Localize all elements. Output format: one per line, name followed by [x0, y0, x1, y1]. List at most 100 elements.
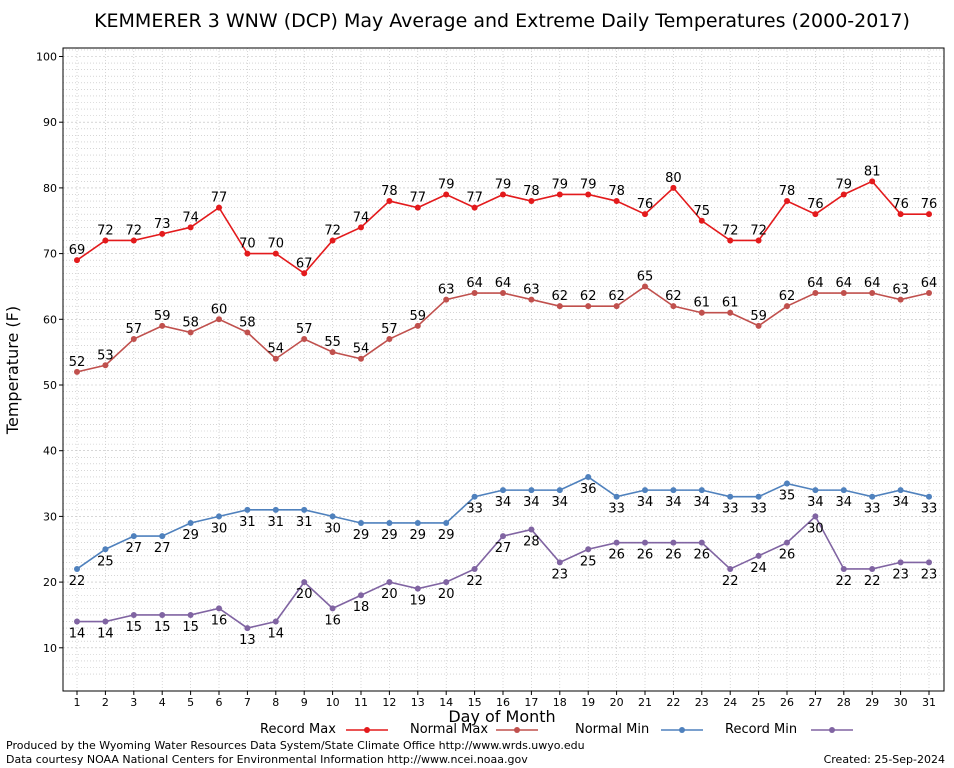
data-point-record-min: [926, 559, 932, 566]
data-point-record-max: [414, 204, 421, 211]
data-point-record-min: [784, 539, 790, 546]
data-label-normal-min: 33: [722, 502, 739, 517]
legend-item-record-max: Record Max: [260, 722, 388, 737]
data-point-record-min: [329, 605, 336, 612]
data-label-normal-max: 58: [182, 315, 199, 330]
data-point-normal-max: [414, 322, 421, 329]
x-tick-label: 5: [187, 696, 194, 709]
y-tick-label: 20: [43, 576, 57, 589]
data-point-normal-max: [642, 283, 648, 290]
x-tick-label: 25: [752, 696, 766, 709]
data-point-normal-min: [755, 493, 762, 500]
data-label-normal-max: 59: [750, 309, 767, 324]
legend-label-normal-min: Normal Min: [575, 722, 649, 737]
x-tick-label: 15: [468, 696, 482, 709]
data-point-record-max: [613, 198, 620, 205]
data-point-record-max: [471, 204, 478, 211]
data-label-normal-min: 36: [580, 482, 597, 497]
data-label-record-max: 74: [182, 210, 199, 225]
data-point-record-min: [244, 625, 251, 632]
data-point-normal-max: [698, 309, 705, 316]
data-point-record-max: [187, 224, 194, 231]
data-label-record-min: 14: [97, 627, 114, 642]
data-point-normal-min: [159, 533, 166, 540]
data-label-normal-min: 30: [324, 521, 341, 536]
data-point-record-max: [556, 191, 563, 198]
data-label-record-max: 79: [580, 177, 597, 192]
data-point-record-max: [528, 198, 535, 205]
data-point-record-max: [500, 191, 506, 198]
data-point-normal-max: [897, 296, 904, 303]
x-tick-label: 27: [808, 696, 822, 709]
data-point-normal-min: [74, 565, 80, 572]
data-label-record-min: 16: [211, 613, 228, 628]
data-point-record-min: [727, 565, 734, 572]
data-point-normal-min: [414, 519, 421, 526]
data-point-normal-min: [784, 480, 790, 487]
data-point-normal-max: [329, 349, 336, 356]
data-label-normal-max: 64: [495, 276, 512, 291]
data-point-normal-max: [74, 368, 80, 375]
data-label-normal-min: 31: [268, 515, 285, 530]
data-point-record-min: [102, 618, 109, 625]
data-label-record-min: 23: [921, 567, 938, 582]
data-label-record-max: 72: [126, 223, 143, 238]
data-label-record-min: 28: [523, 535, 540, 550]
data-label-normal-min: 29: [438, 528, 455, 543]
data-point-normal-min: [840, 487, 847, 494]
y-tick-label: 10: [43, 642, 57, 655]
data-label-normal-max: 54: [353, 342, 370, 357]
data-point-record-max: [358, 224, 364, 231]
data-label-normal-min: 29: [182, 528, 199, 543]
data-point-record-max: [670, 184, 677, 191]
data-label-record-min: 15: [182, 620, 199, 635]
data-label-record-min: 26: [665, 548, 682, 563]
x-tick-label: 28: [837, 696, 851, 709]
x-tick-label: 21: [638, 696, 652, 709]
x-tick-label: 16: [496, 696, 510, 709]
data-label-record-max: 80: [665, 171, 682, 186]
data-label-record-min: 26: [779, 548, 796, 563]
data-point-normal-max: [130, 336, 137, 343]
data-point-normal-min: [102, 546, 109, 553]
data-point-record-min: [414, 585, 421, 592]
legend-label-record-min: Record Min: [725, 722, 797, 737]
x-axis-label: Day of Month: [448, 707, 555, 726]
data-point-record-max: [784, 198, 790, 205]
data-point-normal-min: [642, 487, 648, 494]
data-point-record-max: [897, 211, 904, 218]
data-label-normal-max: 57: [381, 322, 398, 337]
legend-item-normal-min: Normal Min: [575, 722, 703, 737]
data-label-record-min: 20: [296, 587, 313, 602]
data-label-record-min: 18: [353, 600, 370, 615]
data-point-normal-min: [301, 506, 308, 513]
data-label-normal-max: 60: [211, 302, 228, 317]
data-point-record-min: [670, 539, 677, 546]
data-label-normal-min: 34: [694, 495, 711, 510]
data-label-record-min: 14: [69, 627, 86, 642]
data-label-record-min: 15: [154, 620, 171, 635]
x-tick-label: 26: [780, 696, 794, 709]
data-label-normal-max: 53: [97, 348, 114, 363]
data-label-normal-max: 64: [466, 276, 483, 291]
data-point-normal-min: [670, 487, 677, 494]
data-point-normal-min: [187, 519, 194, 526]
data-label-record-min: 14: [268, 627, 285, 642]
data-label-record-max: 75: [694, 204, 711, 219]
data-point-record-min: [471, 565, 478, 572]
x-tick-label: 22: [666, 696, 680, 709]
data-label-normal-min: 22: [69, 574, 86, 589]
data-point-normal-max: [585, 303, 592, 310]
data-point-record-max: [443, 191, 450, 198]
data-label-normal-max: 62: [665, 289, 682, 304]
x-tick-label: 13: [411, 696, 425, 709]
data-point-record-min: [642, 539, 648, 546]
data-label-record-max: 74: [353, 210, 370, 225]
data-point-normal-max: [244, 329, 251, 336]
data-label-normal-min: 34: [552, 495, 569, 510]
data-label-record-max: 77: [410, 191, 427, 206]
legend-marker-normal-max: [514, 727, 520, 733]
series-normal-min: 22 25 27 27 29 30 31 31 31 30 29 29 29 29 33 34 34 34 36 33…: [69, 473, 937, 589]
data-point-record-min: [698, 539, 705, 546]
